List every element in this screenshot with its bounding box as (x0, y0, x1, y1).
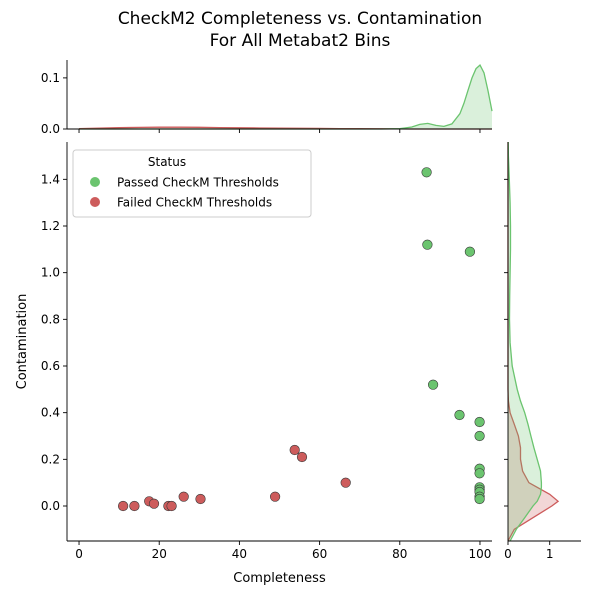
marginal-x-density-plot: 0.0 0.1 (41, 60, 493, 136)
y-tick-label: 1.0 (41, 266, 60, 280)
y-tick-label: 0.6 (41, 359, 60, 373)
x-tick-label: 0 (75, 547, 83, 561)
x-axis-label: Completeness (233, 571, 326, 586)
failed-data-point (270, 491, 281, 502)
x-tick-label: 100 (469, 547, 492, 561)
marginal-y-xtick-label: 0 (504, 547, 512, 561)
legend-marker (90, 177, 100, 187)
legend-label: Passed CheckM Thresholds (117, 176, 279, 190)
passed-data-point (474, 468, 485, 479)
chart-title-line-2: For All Metabat2 Bins (209, 31, 391, 51)
failed-data-point (296, 451, 308, 463)
passed-y-density-curve (507, 141, 543, 542)
passed-data-point (474, 416, 485, 428)
passed-y-density-fill (508, 142, 542, 541)
passed-data-point (464, 246, 476, 257)
passed-x-density-curve (79, 64, 493, 130)
y-tick-label: 0.8 (41, 312, 60, 326)
x-tick-label: 60 (312, 547, 327, 561)
passed-data-point (422, 239, 433, 250)
legend: Status Passed CheckM Thresholds Failed Che… (72, 149, 312, 218)
failed-data-point (117, 500, 129, 512)
passed-data-point (454, 409, 465, 421)
x-tick-label: 20 (152, 547, 167, 561)
legend-label: Failed CheckM Thresholds (117, 196, 272, 210)
failed-data-point (166, 500, 177, 512)
failed-data-point (148, 498, 160, 509)
y-axis-label: Contamination (15, 294, 30, 390)
marginal-y-xtick-label: 1 (546, 547, 554, 561)
x-tick-label: 40 (232, 547, 247, 561)
chart-title-line-1: CheckM2 Completeness vs. Contamination (117, 9, 483, 29)
y-tick-label: 0.4 (41, 406, 60, 420)
main-scatter-plot: 0 20 40 60 80 100 0.0 0.2 0.4 0.6 0.8 1.0 1.2 1.4 Comp… (15, 142, 492, 586)
failed-data-point (340, 477, 351, 488)
y-tick-label: 1.2 (41, 219, 60, 233)
failed-data-point (195, 493, 206, 505)
failed-y-density-fill (508, 142, 559, 541)
failed-data-point (129, 500, 140, 512)
passed-data-point (428, 379, 439, 390)
failed-data-point (289, 444, 300, 456)
y-tick-label: 1.4 (41, 172, 60, 186)
marginal-x-ytick-label: 0.1 (41, 71, 60, 85)
y-tick-label: 0.2 (41, 452, 60, 466)
y-tick-label: 0.0 (41, 499, 60, 513)
passed-data-point (474, 493, 485, 505)
failed-data-point (178, 491, 189, 502)
legend-title: Status (148, 155, 186, 169)
legend-marker (90, 197, 100, 207)
passed-x-density-fill (79, 65, 492, 129)
x-tick-label: 80 (392, 547, 407, 561)
marginal-x-ytick-label: 0.0 (41, 122, 60, 136)
passed-data-point (421, 167, 432, 178)
passed-data-point (474, 430, 485, 442)
legend-box (72, 149, 312, 218)
